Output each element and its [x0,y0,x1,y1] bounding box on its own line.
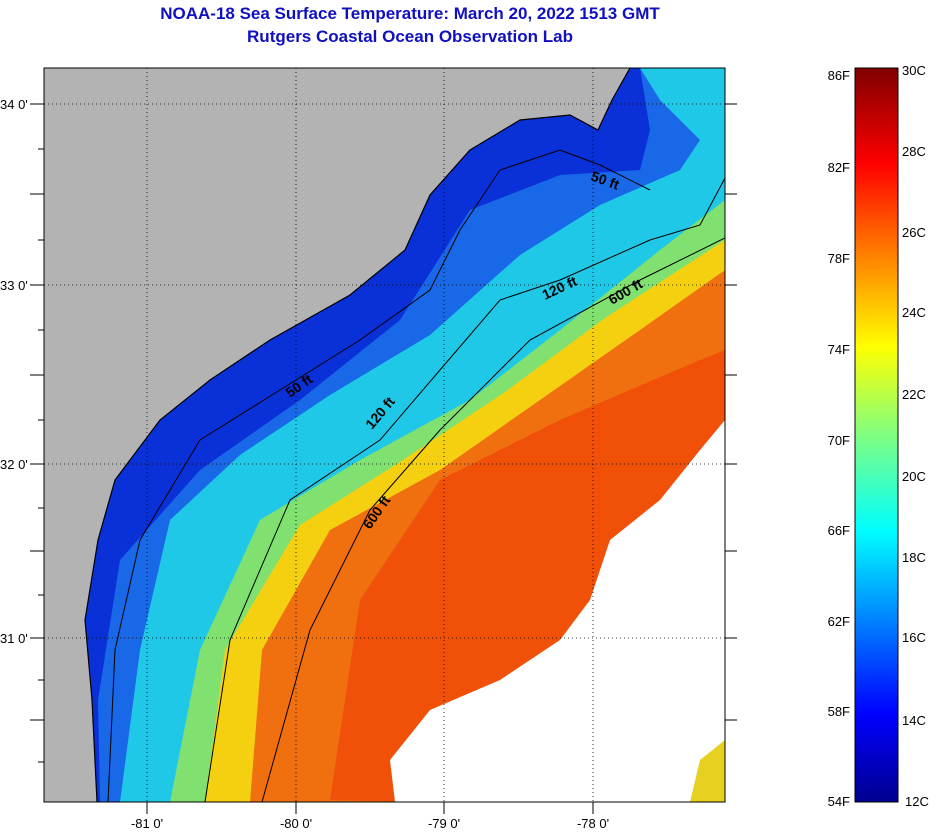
chart-subtitle: Rutgers Coastal Ocean Observation Lab [247,27,573,46]
lon-label: -79 0' [428,816,460,831]
colorbar-f-label: 66F [828,523,850,538]
colorbar-f-label: 78F [828,251,850,266]
lat-label: 34 0' [0,97,28,112]
colorbar-f-label: 86F [828,68,850,83]
colorbar-f-label: 54F [828,794,850,809]
colorbar-c-label: 12C [905,794,929,809]
colorbar-c-label: 30C [902,63,926,78]
map-frame [43,67,726,803]
contour-120ft [204,177,725,802]
gridlines [44,68,725,802]
lat-label: 31 0' [0,631,28,646]
colorbar-c-label: 22C [902,387,926,402]
colorbar-f-label: 74F [828,342,850,357]
lat-label: 33 0' [0,278,28,293]
colorbar-c-label: 20C [902,469,926,484]
contour-600ft [261,237,725,802]
chart-title: NOAA-18 Sea Surface Temperature: March 2… [160,4,660,23]
colorbar-c-label: 24C [902,305,926,320]
axis-ticks [30,103,737,814]
colorbar-f-label: 82F [828,160,850,175]
colorbar-c-label: 26C [902,225,926,240]
colorbar-c-label: 16C [902,630,926,645]
contour-50ft [107,149,651,802]
coastline [84,68,631,802]
land [44,68,630,802]
colorbar-c-label: 28C [902,144,926,159]
cloud-mask [390,420,725,802]
lat-label: 32 0' [0,457,28,472]
colorbar-f-label: 58F [828,704,850,719]
lon-label: -78 0' [577,816,609,831]
colorbar-f-label: 70F [828,433,850,448]
colorbar [854,67,899,803]
colorbar-c-label: 14C [902,713,926,728]
lon-label: -80 0' [280,816,312,831]
warm-core [330,350,725,802]
colorbar-c-label: 18C [902,550,926,565]
cloud-fringe [690,740,725,802]
lon-label: -81 0' [131,816,163,831]
colorbar-f-label: 62F [828,614,850,629]
